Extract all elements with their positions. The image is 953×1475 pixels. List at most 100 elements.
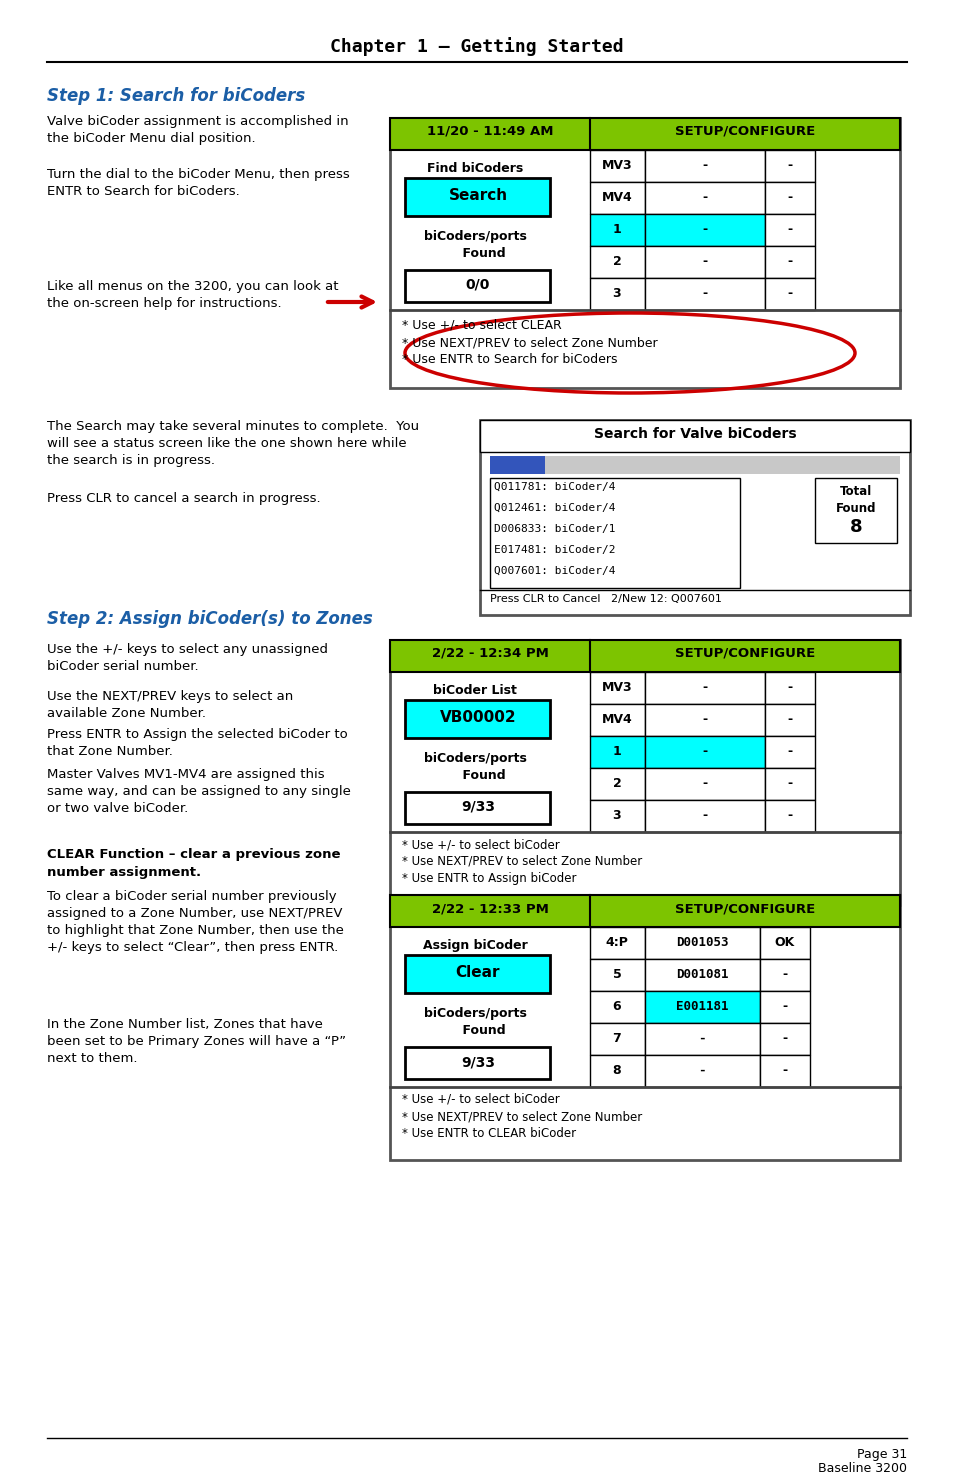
Bar	[479, 420, 909, 615]
Bar	[644, 1024, 760, 1055]
Bar	[405, 1047, 550, 1080]
Bar	[589, 246, 644, 277]
Text: -: -	[786, 808, 792, 822]
Text: Q007601: biCoder/4: Q007601: biCoder/4	[494, 566, 615, 577]
Bar	[764, 246, 814, 277]
Text: Page 31: Page 31	[856, 1448, 906, 1462]
Text: biCoders/ports
    Found: biCoders/ports Found	[423, 1007, 526, 1037]
Text: Chapter 1 – Getting Started: Chapter 1 – Getting Started	[330, 37, 623, 56]
Text: -: -	[786, 223, 792, 236]
Text: SETUP/CONFIGURE: SETUP/CONFIGURE	[674, 125, 814, 139]
Bar	[764, 277, 814, 310]
Bar	[589, 736, 644, 768]
Text: 2: 2	[612, 777, 620, 791]
Text: 0/0: 0/0	[465, 277, 490, 292]
Text: -: -	[786, 288, 792, 299]
Bar	[589, 926, 644, 959]
Text: biCoder List: biCoder List	[433, 684, 517, 698]
Text: Q012461: biCoder/4: Q012461: biCoder/4	[494, 503, 615, 513]
Text: -: -	[701, 808, 707, 822]
Bar	[644, 1055, 760, 1087]
Bar	[490, 456, 899, 473]
Text: VB00002: VB00002	[439, 709, 516, 726]
Text: -: -	[701, 255, 707, 268]
Text: -: -	[701, 681, 707, 695]
Text: Baseline 3200: Baseline 3200	[817, 1462, 906, 1475]
Text: * Use +/- to select biCoder
* Use NEXT/PREV to select Zone Number
* Use ENTR to : * Use +/- to select biCoder * Use NEXT/P…	[401, 1093, 641, 1140]
Text: -: -	[786, 777, 792, 791]
Bar	[764, 736, 814, 768]
Bar	[764, 214, 814, 246]
Text: Like all menus on the 3200, you can look at
the on-screen help for instructions.: Like all menus on the 3200, you can look…	[47, 280, 338, 310]
Text: 11/20 - 11:49 AM: 11/20 - 11:49 AM	[426, 125, 553, 139]
Text: CLEAR Function – clear a previous zone: CLEAR Function – clear a previous zone	[47, 848, 340, 861]
Text: Assign biCoder: Assign biCoder	[422, 940, 527, 951]
Text: SETUP/CONFIGURE: SETUP/CONFIGURE	[674, 648, 814, 659]
Text: 1: 1	[612, 745, 620, 758]
Bar	[764, 768, 814, 799]
Text: 3: 3	[612, 808, 620, 822]
Text: E001181: E001181	[675, 1000, 727, 1013]
Text: Total
Found: Total Found	[835, 485, 876, 515]
Text: 1: 1	[612, 223, 620, 236]
Text: -: -	[701, 190, 707, 204]
Text: -: -	[701, 223, 707, 236]
Text: -: -	[781, 1032, 787, 1044]
Text: -: -	[786, 159, 792, 173]
Text: 6: 6	[612, 1000, 620, 1013]
Text: -: -	[701, 159, 707, 173]
Text: To clear a biCoder serial number previously
assigned to a Zone Number, use NEXT/: To clear a biCoder serial number previou…	[47, 889, 343, 954]
Bar	[490, 478, 740, 589]
Bar	[644, 704, 764, 736]
Text: -: -	[786, 190, 792, 204]
Bar	[644, 991, 760, 1024]
Text: number assignment.: number assignment.	[47, 866, 201, 879]
Bar	[644, 277, 764, 310]
Text: -: -	[786, 745, 792, 758]
Bar	[405, 270, 550, 302]
Text: MV3: MV3	[601, 159, 632, 173]
Text: D006833: biCoder/1: D006833: biCoder/1	[494, 524, 615, 534]
Bar	[764, 704, 814, 736]
Text: Step 2: Assign biCoder(s) to Zones: Step 2: Assign biCoder(s) to Zones	[47, 611, 373, 628]
Bar	[760, 959, 809, 991]
Text: 7: 7	[612, 1032, 620, 1044]
Bar	[814, 478, 896, 543]
Text: -: -	[701, 712, 707, 726]
Text: Valve biCoder assignment is accomplished in
the biCoder Menu dial position.: Valve biCoder assignment is accomplished…	[47, 115, 348, 145]
Bar	[760, 991, 809, 1024]
Text: The Search may take several minutes to complete.  You
will see a status screen l: The Search may take several minutes to c…	[47, 420, 418, 468]
Text: Search: Search	[448, 187, 507, 204]
Text: E017481: biCoder/2: E017481: biCoder/2	[494, 544, 615, 555]
Text: -: -	[698, 1032, 705, 1044]
Text: MV4: MV4	[601, 712, 632, 726]
Bar	[760, 1024, 809, 1055]
Bar	[589, 959, 644, 991]
Bar	[760, 926, 809, 959]
Bar	[589, 1024, 644, 1055]
Text: -: -	[786, 712, 792, 726]
Bar	[589, 704, 644, 736]
Text: OK: OK	[774, 937, 794, 948]
Bar	[405, 178, 550, 215]
Text: MV4: MV4	[601, 190, 632, 204]
Text: * Use +/- to select biCoder
* Use NEXT/PREV to select Zone Number
* Use ENTR to : * Use +/- to select biCoder * Use NEXT/P…	[401, 838, 641, 885]
Bar	[405, 701, 550, 738]
Text: 8: 8	[849, 518, 862, 535]
Bar	[764, 799, 814, 832]
Bar	[764, 181, 814, 214]
Text: Use the NEXT/PREV keys to select an
available Zone Number.: Use the NEXT/PREV keys to select an avai…	[47, 690, 293, 720]
Bar	[589, 150, 644, 181]
Bar	[390, 895, 899, 926]
Bar	[589, 768, 644, 799]
Text: -: -	[786, 681, 792, 695]
Bar	[390, 118, 899, 150]
Text: 8: 8	[612, 1063, 620, 1077]
Text: 2/22 - 12:33 PM: 2/22 - 12:33 PM	[431, 903, 548, 914]
Bar	[390, 640, 899, 673]
Text: -: -	[698, 1063, 705, 1077]
Text: Press CLR to Cancel   2/New 12: Q007601: Press CLR to Cancel 2/New 12: Q007601	[490, 594, 721, 603]
Bar	[644, 768, 764, 799]
Bar	[764, 150, 814, 181]
Text: 3: 3	[612, 288, 620, 299]
